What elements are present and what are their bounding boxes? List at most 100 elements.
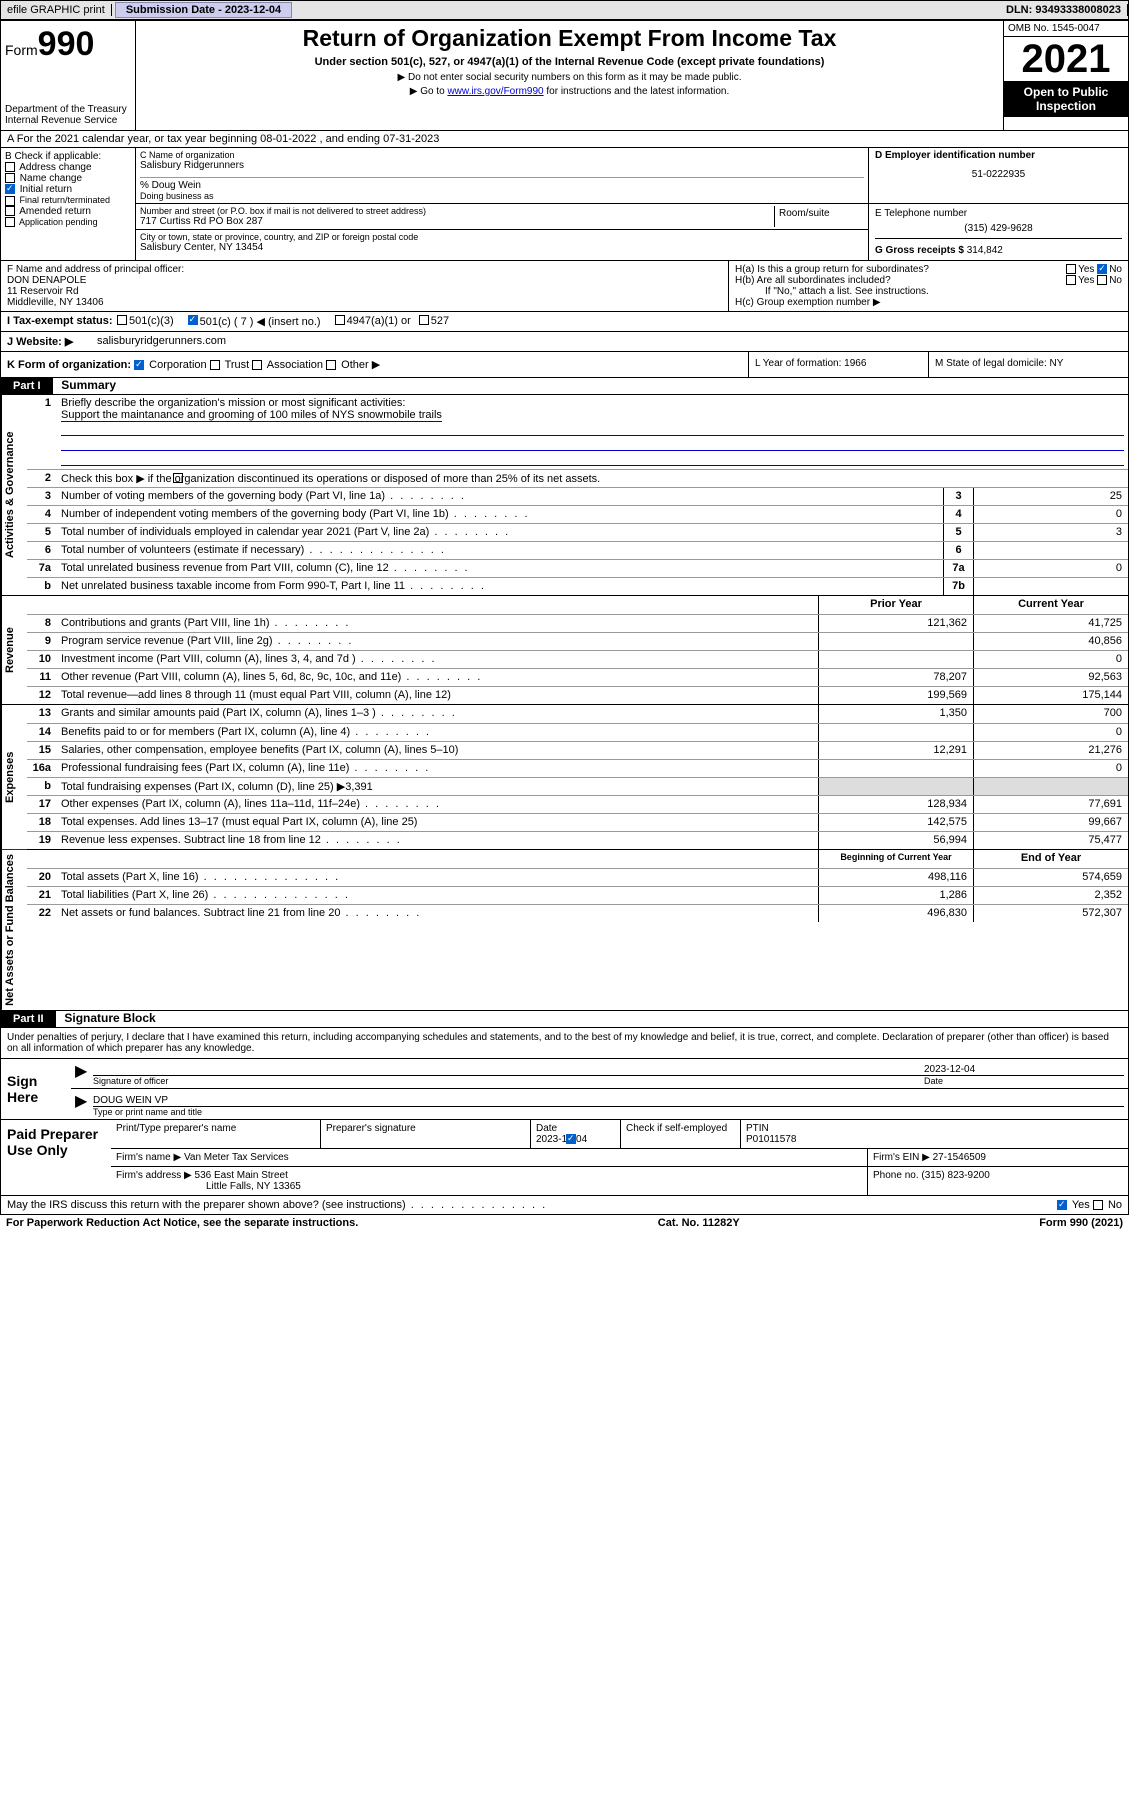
chk-ha-no[interactable] xyxy=(1097,264,1107,274)
chk-hb-no[interactable] xyxy=(1097,275,1107,285)
top-bar: efile GRAPHIC print Submission Date - 20… xyxy=(0,0,1129,20)
chk-discuss-no[interactable] xyxy=(1093,1200,1103,1210)
p21: 1,286 xyxy=(818,887,973,904)
irs-link[interactable]: www.irs.gov/Form990 xyxy=(447,86,543,97)
c11: 92,563 xyxy=(973,669,1128,686)
p17: 128,934 xyxy=(818,796,973,813)
chk-other[interactable] xyxy=(326,360,336,370)
sig-intro: Under penalties of perjury, I declare th… xyxy=(1,1028,1128,1058)
p15: 12,291 xyxy=(818,742,973,759)
chk-self-employed[interactable] xyxy=(566,1134,576,1144)
chk-amended[interactable] xyxy=(5,206,15,216)
c9: 40,856 xyxy=(973,633,1128,650)
chk-corp[interactable] xyxy=(134,360,144,370)
mission-text: Support the maintanance and grooming of … xyxy=(61,409,442,422)
org-name: Salisbury Ridgerunners xyxy=(140,160,864,171)
row-k: K Form of organization: Corporation Trus… xyxy=(0,352,1129,378)
ein-value: 51-0222935 xyxy=(875,169,1122,180)
signature-block: Under penalties of perjury, I declare th… xyxy=(0,1028,1129,1196)
chk-501c3[interactable] xyxy=(117,315,127,325)
chk-assoc[interactable] xyxy=(252,360,262,370)
officer-name: DON DENAPOLE xyxy=(7,275,722,286)
g-receipts-label: G Gross receipts $ xyxy=(875,245,964,256)
row-a-tax-year: A For the 2021 calendar year, or tax yea… xyxy=(0,131,1129,148)
firm-addr1: 536 East Main Street xyxy=(195,1170,288,1181)
m-state-domicile: M State of legal domicile: NY xyxy=(928,352,1128,377)
p8: 121,362 xyxy=(818,615,973,632)
paid-preparer-label: Paid Preparer Use Only xyxy=(1,1120,111,1195)
c12: 175,144 xyxy=(973,687,1128,704)
street-label: Number and street (or P.O. box if mail i… xyxy=(140,206,774,216)
dept-label: Department of the Treasury Internal Reve… xyxy=(5,104,131,126)
p19: 56,994 xyxy=(818,832,973,849)
officer-typed-name: DOUG WEIN VP xyxy=(93,1095,1124,1106)
hb-note: If "No," attach a list. See instructions… xyxy=(735,286,1122,297)
val-7b xyxy=(973,578,1128,595)
c20: 574,659 xyxy=(973,869,1128,886)
p18: 142,575 xyxy=(818,814,973,831)
firm-addr2: Little Falls, NY 13365 xyxy=(206,1181,301,1192)
c19: 75,477 xyxy=(973,832,1128,849)
e-phone-label: E Telephone number xyxy=(875,208,1122,219)
side-expenses: Expenses xyxy=(1,705,27,849)
firm-name: Van Meter Tax Services xyxy=(184,1152,289,1163)
chk-trust[interactable] xyxy=(210,360,220,370)
chk-initial-return[interactable] xyxy=(5,184,15,194)
c17: 77,691 xyxy=(973,796,1128,813)
part1-revenue: Revenue Prior YearCurrent Year 8Contribu… xyxy=(0,596,1129,705)
form-word: Form xyxy=(5,42,38,58)
chk-line2[interactable] xyxy=(173,473,183,483)
chk-hb-yes[interactable] xyxy=(1066,275,1076,285)
part1-governance: Activities & Governance 1 Briefly descri… xyxy=(0,395,1129,596)
room-label: Room/suite xyxy=(774,206,864,227)
chk-4947[interactable] xyxy=(335,315,345,325)
c15: 21,276 xyxy=(973,742,1128,759)
firm-phone: (315) 823-9200 xyxy=(921,1170,989,1181)
care-of: % Doug Wein xyxy=(140,177,864,191)
chk-addr-change[interactable] xyxy=(5,162,15,172)
chk-ha-yes[interactable] xyxy=(1066,264,1076,274)
c21: 2,352 xyxy=(973,887,1128,904)
c13: 700 xyxy=(973,705,1128,723)
p14 xyxy=(818,724,973,741)
p12: 199,569 xyxy=(818,687,973,704)
side-netassets: Net Assets or Fund Balances xyxy=(1,850,27,1010)
city-value: Salisbury Center, NY 13454 xyxy=(140,242,864,253)
prep-date: 2023-12-04 xyxy=(536,1134,587,1145)
hb-label: H(b) Are all subordinates included? Yes … xyxy=(735,275,1122,286)
website-value: salisburyridgerunners.com xyxy=(97,335,226,348)
chk-discuss-yes[interactable] xyxy=(1057,1200,1067,1210)
form-ref: Form 990 (2021) xyxy=(1039,1217,1123,1229)
row-j: J Website: ▶ salisburyridgerunners.com xyxy=(0,332,1129,352)
p22: 496,830 xyxy=(818,905,973,922)
ha-label: H(a) Is this a group return for subordin… xyxy=(735,264,1122,275)
open-inspection: Open to Public Inspection xyxy=(1004,81,1128,117)
firm-ein: 27-1546509 xyxy=(933,1152,986,1163)
part1-netassets: Net Assets or Fund Balances Beginning of… xyxy=(0,850,1129,1011)
form-number: 990 xyxy=(38,25,95,63)
sign-here-label: Sign Here xyxy=(1,1059,71,1119)
officer-addr1: 11 Reservoir Rd xyxy=(7,286,722,297)
row-i: I Tax-exempt status: 501(c)(3) 501(c) ( … xyxy=(0,312,1129,332)
l-year-formation: L Year of formation: 1966 xyxy=(748,352,928,377)
c22: 572,307 xyxy=(973,905,1128,922)
street-value: 717 Curtiss Rd PO Box 287 xyxy=(140,216,774,227)
chk-501c[interactable] xyxy=(188,315,198,325)
side-revenue: Revenue xyxy=(1,596,27,704)
val-7a: 0 xyxy=(973,560,1128,577)
chk-final-return[interactable] xyxy=(5,196,15,206)
chk-name-change[interactable] xyxy=(5,173,15,183)
submission-date-btn[interactable]: Submission Date - 2023-12-04 xyxy=(115,2,292,18)
officer-addr2: Middleville, NY 13406 xyxy=(7,297,722,308)
c-name-label: C Name of organization xyxy=(140,150,864,160)
c8: 41,725 xyxy=(973,615,1128,632)
chk-app-pending[interactable] xyxy=(5,217,15,227)
b-label: B Check if applicable: xyxy=(5,151,131,162)
block-fh: F Name and address of principal officer:… xyxy=(0,261,1129,312)
arrow-icon: ▶ xyxy=(75,1061,93,1086)
city-label: City or town, state or province, country… xyxy=(140,232,864,242)
val-6 xyxy=(973,542,1128,559)
note-link: ▶ Go to www.irs.gov/Form990 for instruct… xyxy=(144,86,995,97)
chk-527[interactable] xyxy=(419,315,429,325)
block-bcdeg: B Check if applicable: Address change Na… xyxy=(0,148,1129,261)
